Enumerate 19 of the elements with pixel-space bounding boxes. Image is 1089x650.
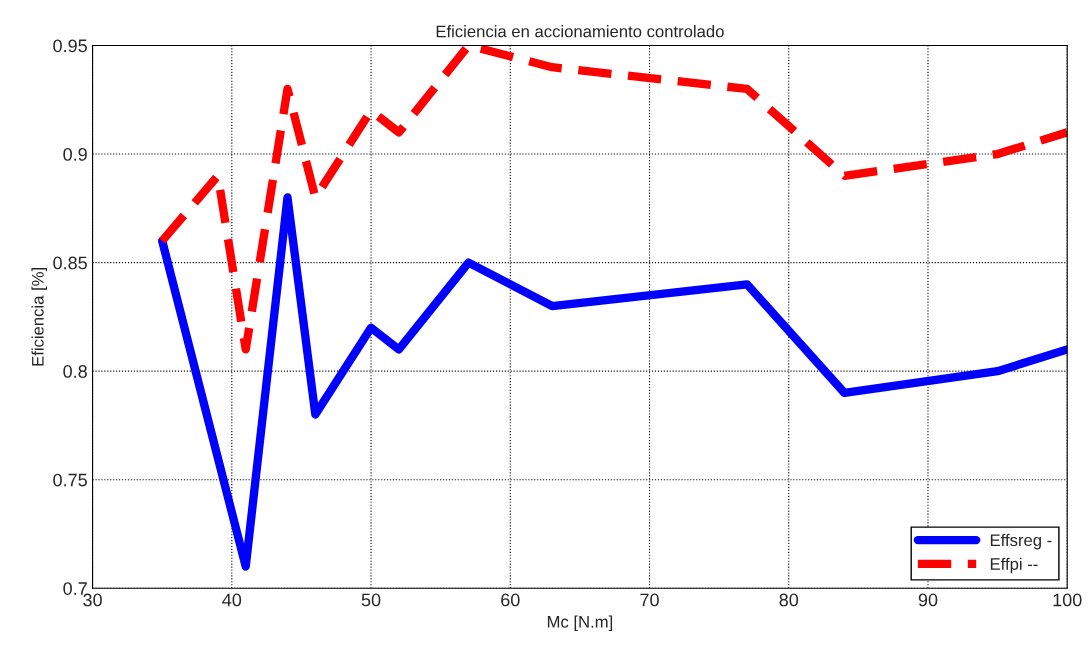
x-tick-label: 100 bbox=[1053, 593, 1082, 607]
y-tick-label: 0.75 bbox=[53, 473, 87, 487]
legend-label: Effsreg - bbox=[990, 533, 1052, 550]
y-tick-label: 0.9 bbox=[63, 147, 87, 161]
x-tick-label: 40 bbox=[222, 593, 242, 607]
x-tick-label: 70 bbox=[640, 593, 659, 607]
x-tick-label: 80 bbox=[779, 593, 799, 607]
y-tick-label: 0.8 bbox=[63, 365, 87, 378]
x-tick-label: 30 bbox=[83, 593, 102, 607]
x-axis-title: Mc [N.m] bbox=[547, 615, 613, 632]
y-axis-title: Eficiencia [%] bbox=[31, 268, 48, 366]
legend-label: Effpi -- bbox=[990, 557, 1038, 574]
y-tick-label: 0.95 bbox=[53, 39, 87, 53]
x-tick-label: 60 bbox=[501, 593, 520, 607]
x-tick-label: 90 bbox=[918, 593, 938, 607]
y-tick-label: 0.85 bbox=[53, 256, 87, 270]
chart-title: Eficiencia en accionamiento controlado bbox=[436, 25, 724, 38]
y-tick-label: 0.7 bbox=[63, 582, 87, 595]
x-tick-label: 50 bbox=[361, 593, 381, 607]
